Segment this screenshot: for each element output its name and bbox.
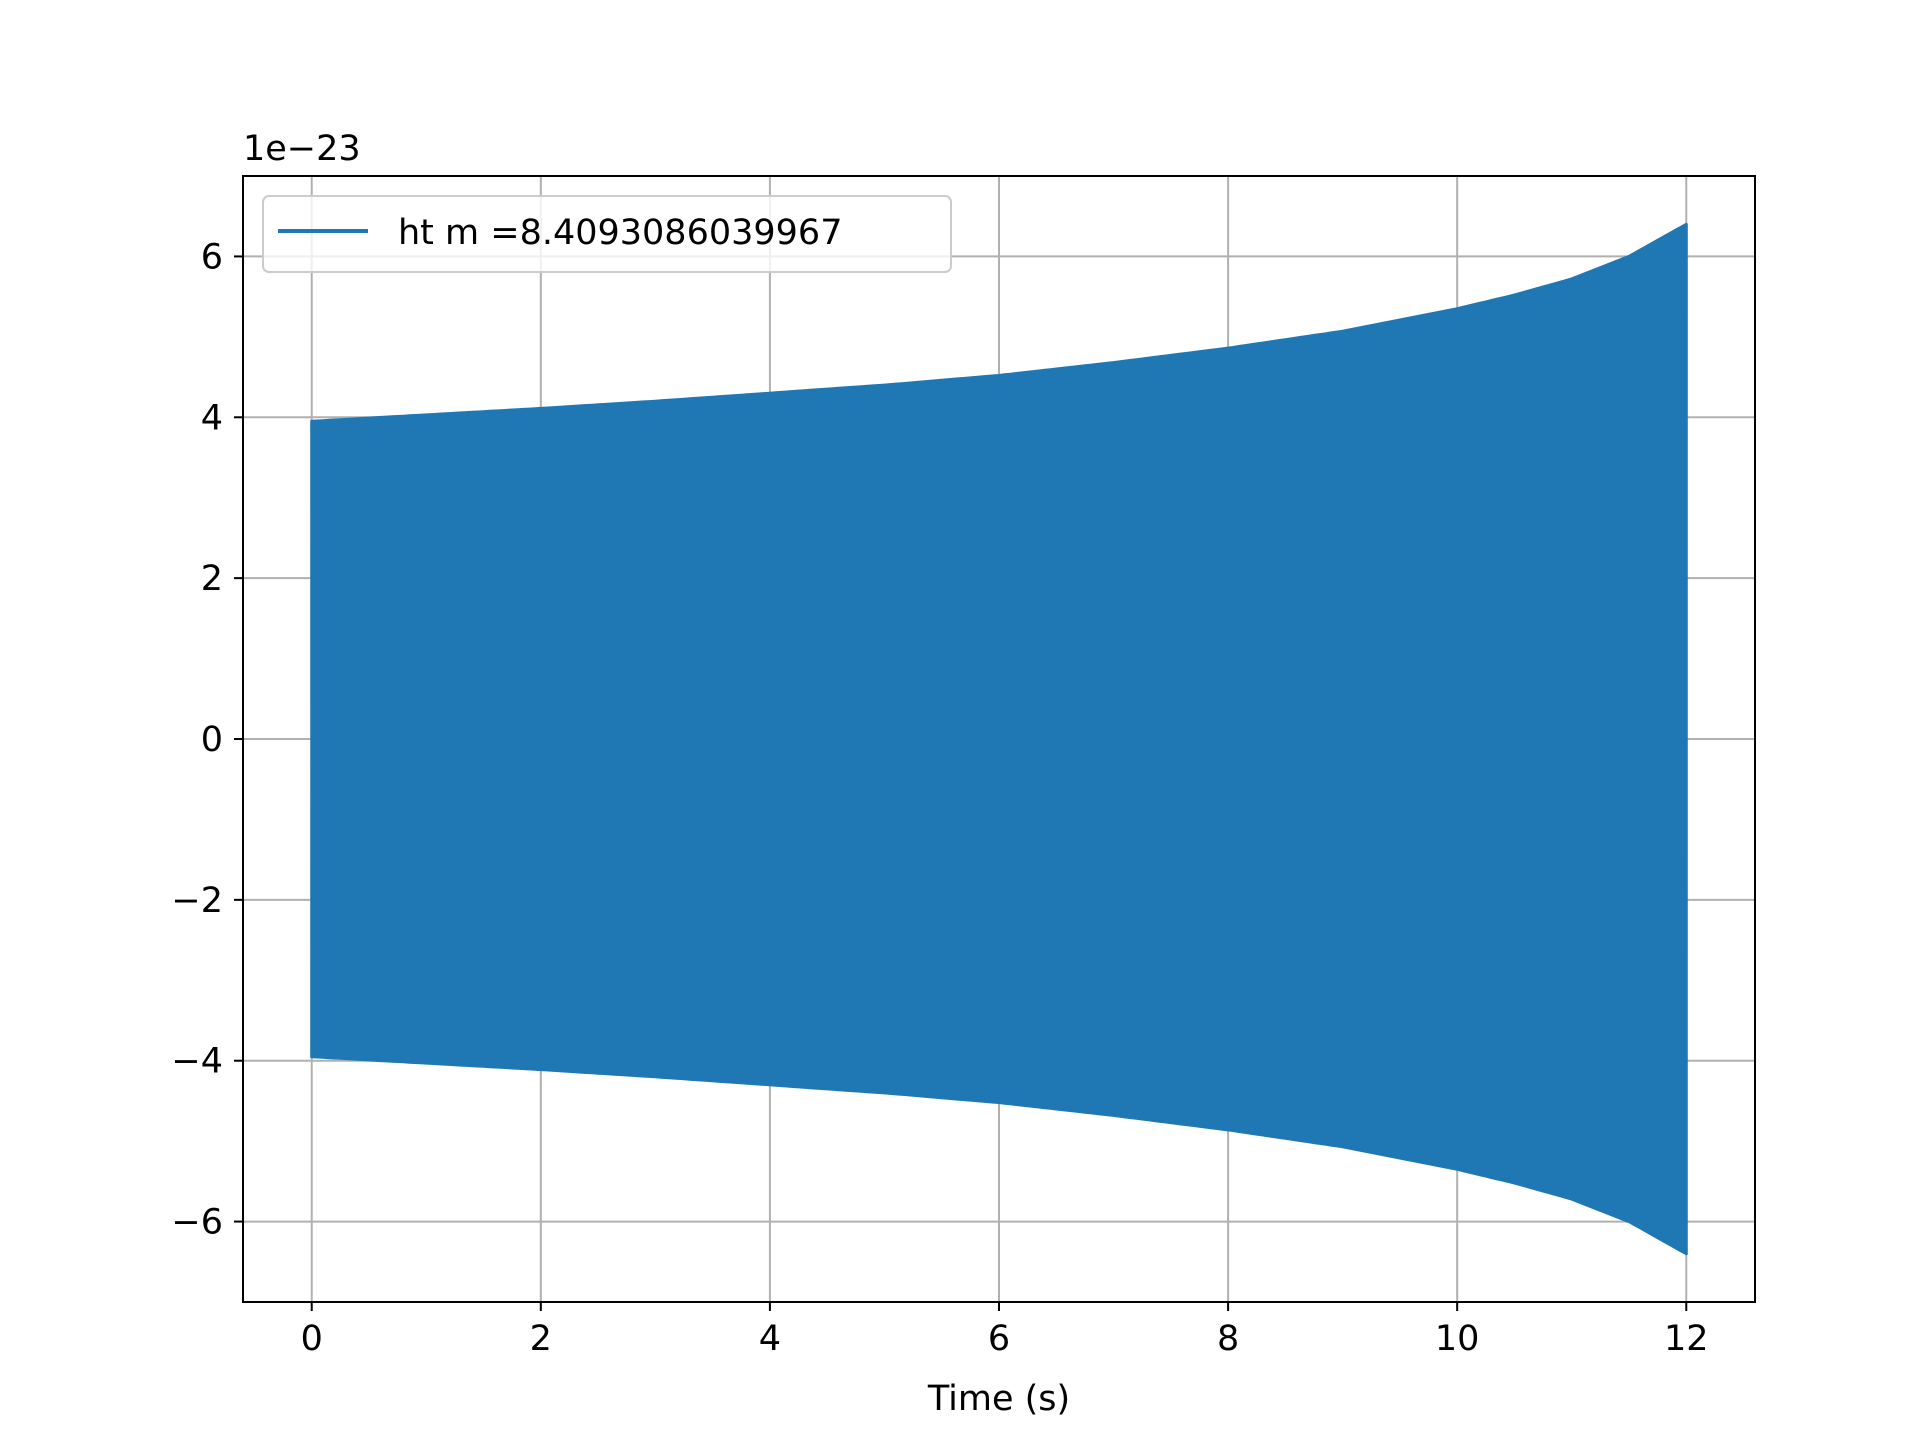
x-tick-label: 6 <box>988 1319 1010 1359</box>
legend-label: ht m =8.4093086039967 <box>398 213 842 253</box>
x-tick-label: 8 <box>1217 1319 1239 1359</box>
x-axis-label: Time (s) <box>927 1379 1070 1419</box>
series-layer <box>310 222 1688 1256</box>
y-tick-label: −6 <box>171 1203 223 1243</box>
legend-box <box>262 195 952 273</box>
y-tick-label: 2 <box>201 559 223 599</box>
y-offset-label: 1e−23 <box>243 129 361 169</box>
y-tick-label: −4 <box>171 1042 223 1082</box>
x-tick-label: 10 <box>1435 1319 1480 1359</box>
series-line <box>310 222 1688 1256</box>
x-tick-label: 0 <box>301 1319 323 1359</box>
y-tick-label: 0 <box>201 720 223 760</box>
y-tick-label: 6 <box>201 237 223 277</box>
ticks: 0 2 4 6 8 10 12 −6 −4 −2 0 2 4 6 <box>171 237 1708 1359</box>
x-tick-label: 4 <box>759 1319 781 1359</box>
y-tick-label: 4 <box>201 398 223 438</box>
x-tick-label: 12 <box>1664 1319 1709 1359</box>
y-tick-label: −2 <box>171 881 223 921</box>
legend: ht m =8.4093086039967 <box>262 195 952 273</box>
x-tick-label: 2 <box>530 1319 552 1359</box>
